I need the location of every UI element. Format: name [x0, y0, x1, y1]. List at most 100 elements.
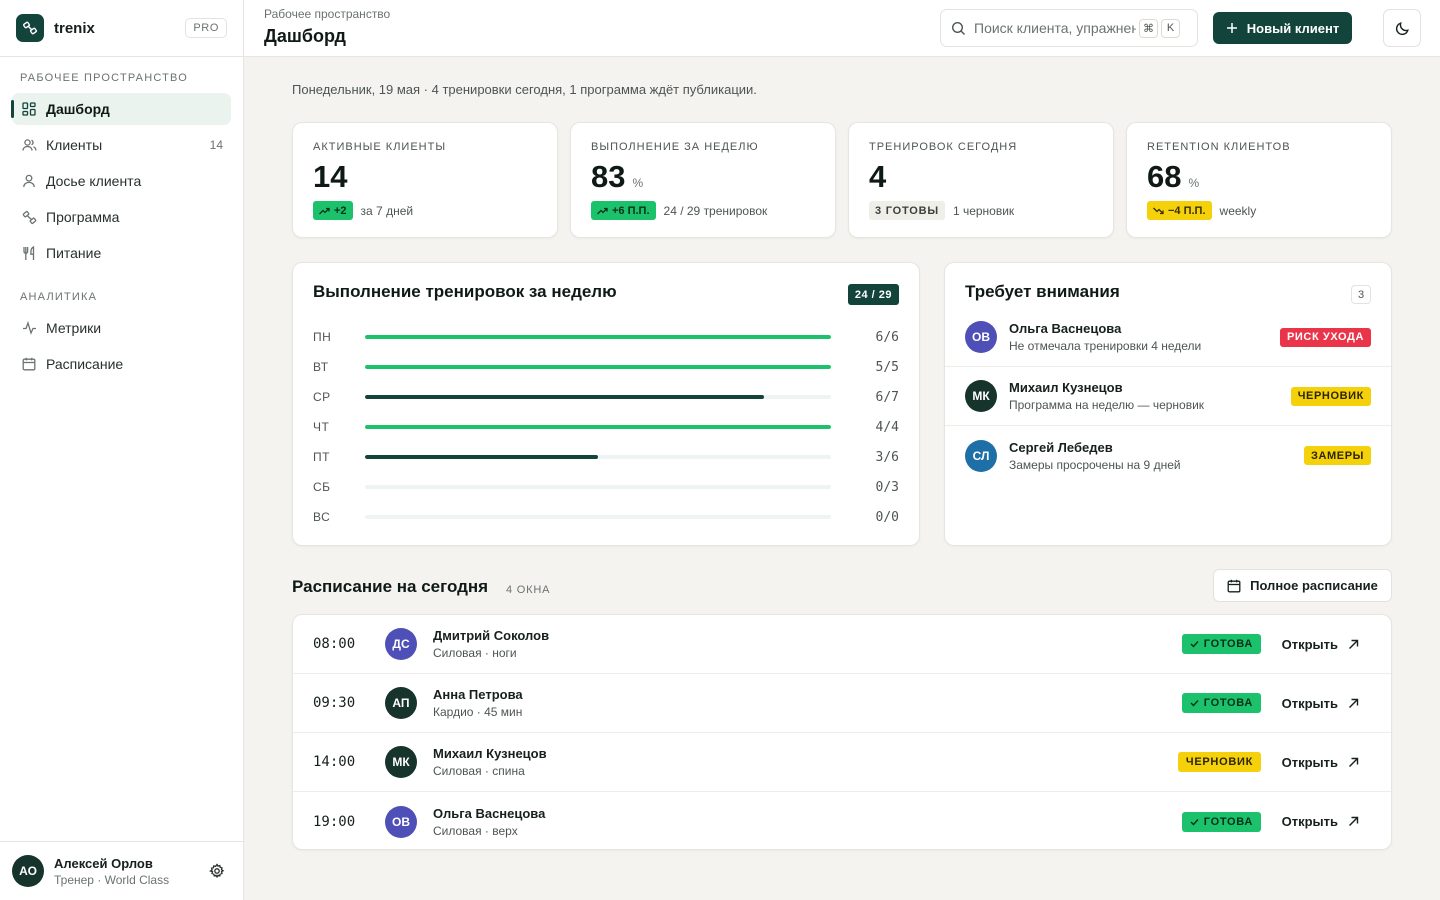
client-name: Анна Петрова [433, 687, 523, 702]
bar-track [365, 455, 831, 459]
new-client-button[interactable]: Новый клиент [1213, 12, 1352, 44]
nav-section-title: РАБОЧЕЕ ПРОСТРАНСТВО [20, 72, 188, 84]
attention-item[interactable]: СЛ Сергей Лебедев Замеры просрочены на 9 д… [945, 426, 1391, 485]
sidebar-item-clients[interactable]: Клиенты 14 [12, 129, 231, 161]
avatar: МК [965, 380, 997, 412]
stat-footer: 3 ГОТОВЫ 1 черновик [869, 201, 1014, 220]
stat-value: 14 [313, 159, 347, 195]
client-name: Дмитрий Соколов [433, 628, 550, 643]
stat-unit: % [1188, 176, 1200, 190]
kbd-k: K [1161, 18, 1180, 38]
avatar: АП [385, 687, 417, 719]
attention-desc: Программа на неделю — черновик [1009, 398, 1205, 412]
sidebar-item-schedule[interactable]: Расписание [12, 348, 231, 380]
nav-section-title: АНАЛИТИКА [20, 291, 98, 303]
attention-title: Требует внимания [965, 282, 1120, 301]
bar-day-label: ПТ [313, 450, 330, 464]
brand: trenix PRO [0, 0, 243, 57]
breadcrumb[interactable]: Рабочее пространство [264, 7, 391, 21]
open-session-link[interactable]: Открыть [1261, 637, 1371, 652]
schedule-row: 14:00 МК Михаил Кузнецов Силовая · спина ЧЕР… [293, 733, 1391, 792]
status-badge: РИСК УХОДА [1279, 327, 1371, 347]
avatar: МК [385, 746, 417, 778]
stat-delta-badge: 3 ГОТОВЫ [869, 201, 945, 220]
user-profile[interactable]: АО Алексей Орлов Тренер · World Class [0, 841, 243, 900]
attention-name: Ольга Васнецова [1009, 321, 1122, 336]
status-text: ГОТОВА [1203, 815, 1253, 828]
full-schedule-button[interactable]: Полное расписание [1213, 569, 1392, 602]
dashboard-icon [20, 100, 38, 118]
bar-row: ПН 6/6 [313, 328, 899, 346]
activity-icon [20, 319, 38, 337]
stat-delta-badge: +2 [313, 201, 353, 220]
attention-name: Сергей Лебедев [1009, 439, 1113, 455]
logo-icon[interactable] [16, 14, 44, 42]
attention-item[interactable]: ОВ Ольга Васнецова Не отмечала тренировки … [945, 308, 1391, 367]
schedule-time: 14:00 [313, 754, 356, 770]
bar-track [365, 335, 831, 339]
avatar: ОВ [965, 321, 997, 353]
open-session-link[interactable]: Открыть [1261, 755, 1371, 770]
arrow-up-right-icon [1348, 816, 1359, 827]
sidebar-item-nutrition[interactable]: Питание [12, 237, 231, 269]
search-icon [951, 21, 966, 36]
sidebar-item-program[interactable]: Программа [12, 201, 231, 233]
session-desc: Кардио · 45 мин [433, 705, 523, 719]
avatar: ДС [385, 628, 417, 660]
status-text: ГОТОВА [1203, 638, 1253, 650]
open-session-link[interactable]: Открыть [1261, 814, 1371, 829]
stat-number: 14 [313, 159, 348, 194]
attention-item[interactable]: МК Михаил Кузнецов Программа на неделю — ч… [945, 367, 1391, 426]
attention-text: Сергей Лебедев Замеры просрочены на 9 дне… [1009, 440, 1181, 472]
schedule-client: Михаил Кузнецов Силовая · спина [433, 746, 547, 778]
clients-count: 14 [209, 138, 223, 152]
bar-value: 6/7 [875, 389, 899, 405]
search-input[interactable] [974, 20, 1136, 36]
bar-day-label: СБ [313, 480, 331, 494]
settings-gear-icon[interactable] [209, 863, 225, 879]
stat-number: 68 [1147, 159, 1182, 194]
bar-row: СБ 0/3 [313, 478, 899, 496]
schedule-row: 09:30 АП Анна Петрова Кардио · 45 мин ГОТОВА… [293, 674, 1391, 733]
avatar: АО [12, 855, 44, 887]
stat-footer: +6 П.П. 24 / 29 тренировок [591, 201, 767, 220]
status-badge: ЧЕРНОВИК [1290, 386, 1371, 406]
sidebar-item-label: Программа [46, 209, 120, 225]
sidebar-item-dashboard[interactable]: Дашборд [11, 93, 231, 125]
theme-toggle-button[interactable] [1383, 9, 1421, 47]
check-icon [1190, 818, 1199, 826]
sidebar-item-metrics[interactable]: Метрики [12, 312, 231, 344]
session-desc: Силовая · верх [433, 823, 518, 838]
bar-fill [365, 365, 831, 369]
attention-text: Ольга Васнецова Не отмечала тренировки 4 … [1009, 321, 1201, 353]
sidebar-item-client-file[interactable]: Досье клиента [12, 165, 231, 197]
schedule-time: 19:00 [313, 813, 356, 830]
stat-card: ВЫПОЛНЕНИЕ ЗА НЕДЕЛЮ 83% +6 П.П. 24 / 29 тр… [570, 122, 836, 238]
open-label: Открыть [1281, 636, 1338, 652]
status-badge: ГОТОВА [1181, 811, 1261, 832]
attention-text: Михаил Кузнецов Программа на неделю — чер… [1009, 380, 1204, 412]
stat-label: RETENTION КЛИЕНТОВ [1147, 141, 1291, 153]
search-box[interactable]: ⌘ K [940, 9, 1198, 47]
attention-desc: Не отмечала тренировки 4 недели [1009, 339, 1202, 353]
open-label: Открыть [1281, 695, 1338, 711]
status-text: ЧЕРНОВИК [1185, 756, 1253, 768]
trend-up-icon [597, 207, 608, 215]
open-session-link[interactable]: Открыть [1261, 696, 1371, 711]
bar-row: ЧТ 4/4 [313, 418, 899, 436]
status-badge: ГОТОВА [1181, 693, 1261, 713]
calendar-icon [20, 355, 38, 373]
stat-delta-badge: +6 П.П. [591, 201, 656, 220]
bar-value: 3/6 [875, 449, 899, 465]
sidebar-item-label: Дашборд [46, 101, 110, 117]
stat-label: ВЫПОЛНЕНИЕ ЗА НЕДЕЛЮ [591, 141, 759, 153]
kbd-cmd: ⌘ [1139, 18, 1158, 38]
stat-note: 24 / 29 тренировок [663, 203, 768, 218]
stat-value: 4 [869, 159, 886, 195]
arrow-up-right-icon [1348, 757, 1359, 768]
bar-track [365, 425, 831, 429]
bar-fill [365, 335, 831, 339]
sidebar-item-label: Расписание [46, 356, 124, 372]
sidebar-item-label: Метрики [46, 320, 102, 336]
bar-fill [365, 395, 765, 399]
